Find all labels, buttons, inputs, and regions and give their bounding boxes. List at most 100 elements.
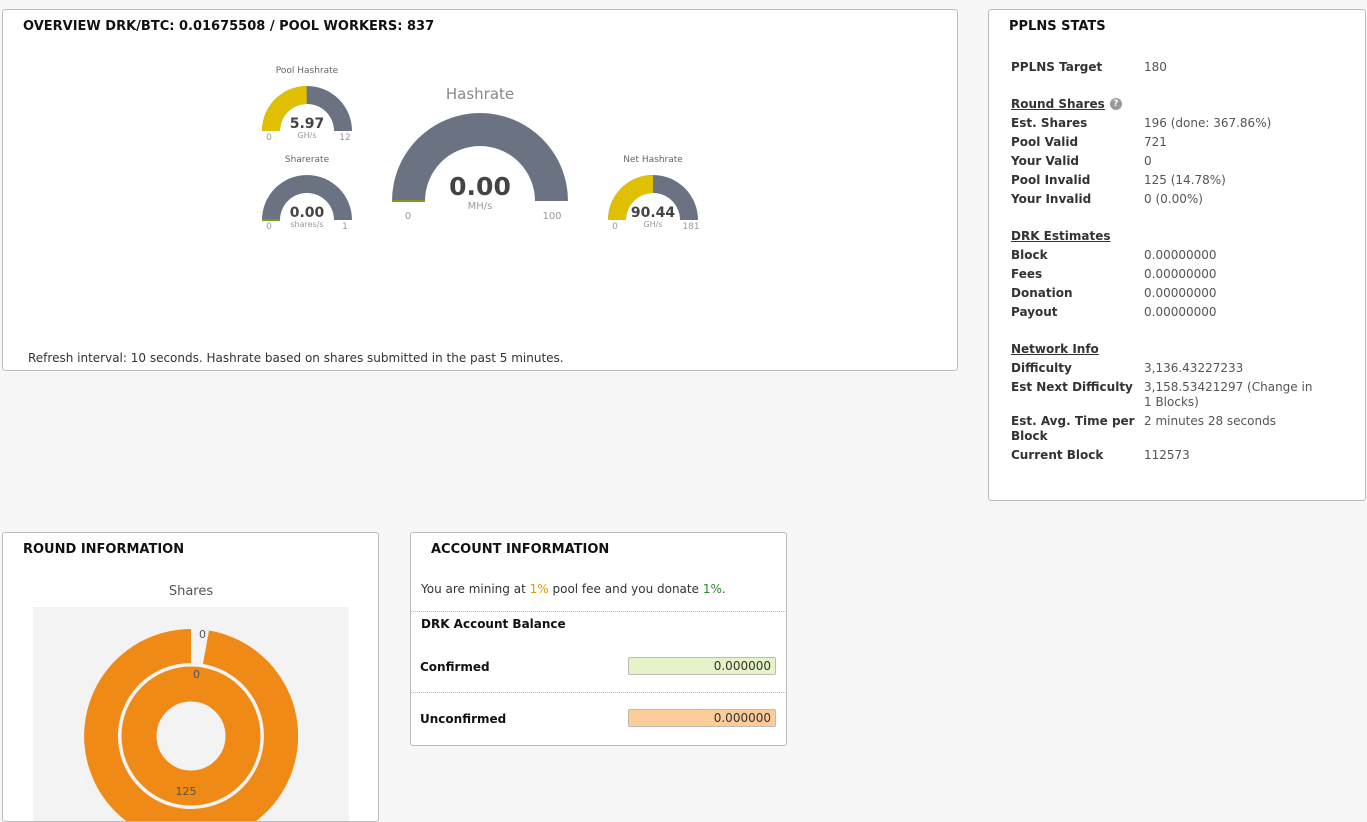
shares-chart: Shares 0 0 125 xyxy=(33,584,349,821)
row: Pool Valid 721 xyxy=(1011,135,1351,150)
gauge-value: 5.97 xyxy=(290,116,325,132)
gauge-track xyxy=(392,113,568,201)
confirmed-value: 0.000000 xyxy=(628,657,776,675)
row-value: 0.00000000 xyxy=(1144,305,1217,319)
row-label: Block xyxy=(1011,248,1048,262)
row-label: Est Next Difficulty xyxy=(1011,380,1133,394)
gauge-value: 90.44 xyxy=(631,205,676,221)
row: Pool Invalid 125 (14.78%) xyxy=(1011,173,1351,188)
row: Block 0.00000000 xyxy=(1011,248,1351,263)
row: Donation 0.00000000 xyxy=(1011,286,1351,301)
heading-text: Round Shares xyxy=(1011,97,1105,111)
gauge-label: Pool Hashrate xyxy=(276,66,339,76)
text: pool fee and you donate xyxy=(552,582,699,596)
row: Difficulty 3,136.43227233 xyxy=(1011,361,1351,376)
row: Your Valid 0 xyxy=(1011,154,1351,169)
gauge-max: 1 xyxy=(342,222,348,232)
row: Current Block 112573 xyxy=(1011,448,1351,463)
pplns-rows: PPLNS Target 180 Round Shares? Est. Share… xyxy=(1011,60,1351,467)
donation-value: 1% xyxy=(702,582,722,596)
heading-text: DRK Estimates xyxy=(1011,229,1111,243)
chart-title: Shares xyxy=(169,584,214,599)
row: Your Invalid 0 (0.00%) xyxy=(1011,192,1351,207)
text: . xyxy=(721,582,726,596)
gauge-max: 181 xyxy=(682,222,699,232)
gauge-unit: GH/s xyxy=(643,220,662,229)
row-label: Pool Valid xyxy=(1011,135,1079,149)
help-icon[interactable]: ? xyxy=(1109,98,1122,110)
slice-label: 0 xyxy=(193,668,200,681)
row-value: 0.00000000 xyxy=(1144,267,1217,281)
gauge-value: 0.00 xyxy=(290,205,325,221)
row-value: 721 xyxy=(1144,135,1167,149)
pplns-title: PPLNS STATS xyxy=(1009,19,1106,34)
row: Fees 0.00000000 xyxy=(1011,267,1351,282)
gauge-label: Net Hashrate xyxy=(623,155,683,165)
row: Payout 0.00000000 xyxy=(1011,305,1351,320)
text: You are mining at xyxy=(421,582,526,596)
row-value: 0 xyxy=(1144,154,1152,168)
row-value: 2 minutes 28 seconds xyxy=(1144,414,1276,428)
row-label: Fees xyxy=(1011,267,1043,281)
row-value: 3,136.43227233 xyxy=(1144,361,1244,375)
row-label: Pool Invalid xyxy=(1011,173,1091,187)
gauge-unit: GH/s xyxy=(297,131,316,140)
gauge-fill xyxy=(607,175,653,220)
row: PPLNS Target 180 xyxy=(1011,60,1351,75)
gauge-max: 12 xyxy=(339,133,350,143)
overview-panel: OVERVIEW DRK/BTC: 0.01675508 / POOL WORK… xyxy=(2,9,958,371)
section-heading: Round Shares? xyxy=(1011,97,1351,112)
row-value: 0 (0.00%) xyxy=(1144,192,1203,206)
gauge-value: 0.00 xyxy=(449,172,511,201)
fee-value: 1% xyxy=(529,582,549,596)
row: Est Next Difficulty 3,158.53421297 (Chang… xyxy=(1011,380,1351,410)
account-title: ACCOUNT INFORMATION xyxy=(431,542,610,557)
row: Est. Shares 196 (done: 367.86%) xyxy=(1011,116,1351,131)
gauge-unit: shares/s xyxy=(290,220,323,229)
round-title: ROUND INFORMATION xyxy=(23,542,185,557)
slice-label: 0 xyxy=(199,628,206,641)
slice-label: 125 xyxy=(176,785,197,798)
gauge-min: 0 xyxy=(266,222,272,232)
gauge-max: 100 xyxy=(542,211,561,222)
row-value: 112573 xyxy=(1144,448,1190,462)
gauge-track xyxy=(262,175,352,220)
row-label: Difficulty xyxy=(1011,361,1072,375)
gauge-min: 0 xyxy=(266,133,272,143)
unconfirmed-label: Unconfirmed xyxy=(420,712,507,726)
row-label: Current Block xyxy=(1011,448,1104,462)
round-panel: ROUND INFORMATION Shares 0 0 125 xyxy=(2,532,379,822)
row-label: Your Invalid xyxy=(1011,192,1092,206)
row-label: Payout xyxy=(1011,305,1058,319)
row: Est. Avg. Time per Block 2 minutes 28 sec… xyxy=(1011,414,1351,444)
heading-text: Network Info xyxy=(1011,342,1099,356)
gauge-unit: MH/s xyxy=(468,201,493,212)
unconfirmed-value: 0.000000 xyxy=(628,709,776,727)
row-label: Est. Shares xyxy=(1011,116,1088,130)
row-label: Donation xyxy=(1011,286,1073,300)
account-panel: ACCOUNT INFORMATION You are mining at 1%… xyxy=(410,532,787,746)
row-value: 0.00000000 xyxy=(1144,248,1217,262)
pplns-panel: PPLNS STATS PPLNS Target 180 Round Share… xyxy=(988,9,1366,501)
gauge-min: 0 xyxy=(612,222,618,232)
row-value: 180 xyxy=(1144,60,1167,74)
gauge-label: Hashrate xyxy=(446,85,514,103)
row-value: 196 (done: 367.86%) xyxy=(1144,116,1272,130)
row-label: PPLNS Target xyxy=(1011,60,1103,74)
row-value: 125 (14.78%) xyxy=(1144,173,1226,187)
outer-ring xyxy=(84,629,299,821)
refresh-note: Refresh interval: 10 seconds. Hashrate b… xyxy=(28,351,564,365)
fee-text: You are mining at 1% pool fee and you do… xyxy=(421,582,726,596)
divider xyxy=(411,692,786,693)
gauge-fill xyxy=(262,86,307,131)
row-value: 0.00000000 xyxy=(1144,286,1217,300)
section-heading: Network Info xyxy=(1011,342,1351,357)
row-label: Your Valid xyxy=(1011,154,1080,168)
inner-ring xyxy=(121,666,261,806)
page: OVERVIEW DRK/BTC: 0.01675508 / POOL WORK… xyxy=(2,9,1366,822)
confirmed-label: Confirmed xyxy=(420,660,490,674)
divider xyxy=(411,611,786,612)
section-heading: DRK Estimates xyxy=(1011,229,1351,244)
row-value: 3,158.53421297 (Change in 1 Blocks) xyxy=(1144,380,1313,409)
